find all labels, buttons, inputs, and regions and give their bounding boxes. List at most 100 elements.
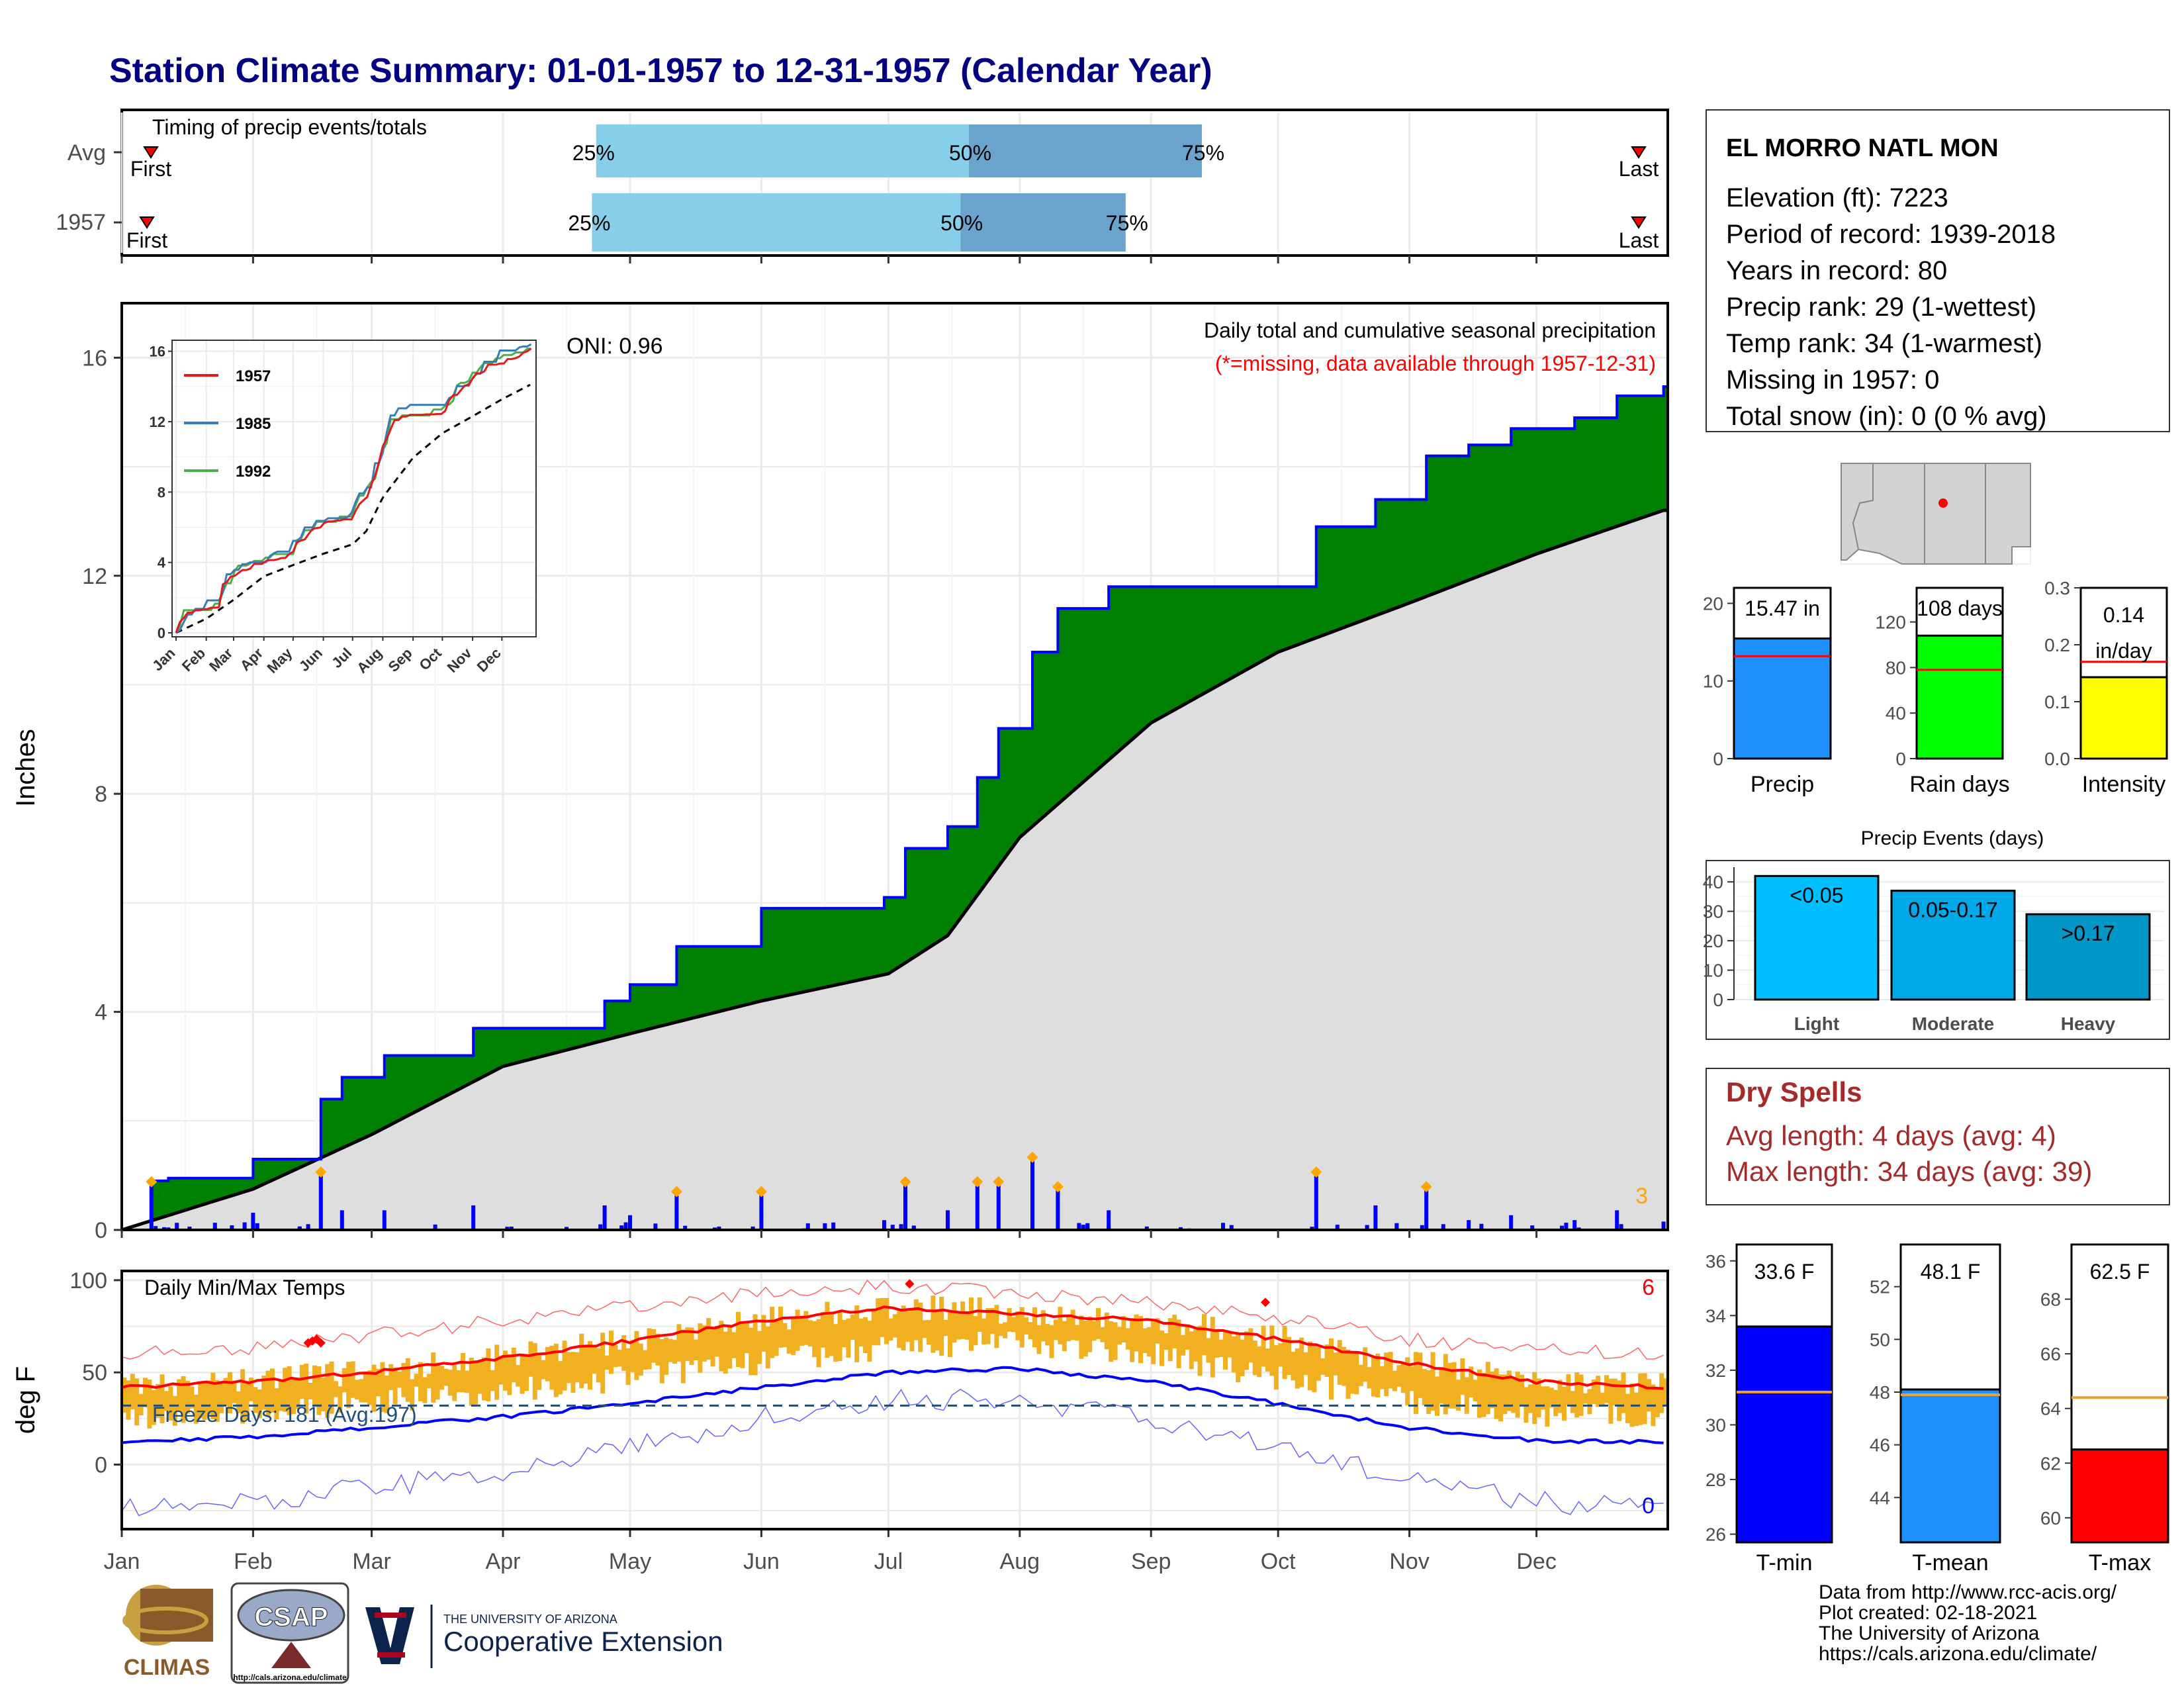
summary-bar-label: Precip <box>1751 772 1814 797</box>
inset-bg <box>172 340 536 637</box>
daily-temp-range-bar <box>431 1352 436 1403</box>
daily-temp-range-bar <box>490 1370 495 1391</box>
daily-temp-range-bar <box>1287 1336 1291 1375</box>
daily-temp-range-bar <box>1553 1389 1559 1417</box>
daily-precip-bar <box>242 1222 247 1230</box>
daily-temp-range-bar <box>206 1380 211 1415</box>
daily-temp-range-bar <box>570 1352 576 1393</box>
daily-precip-bar <box>1467 1220 1471 1230</box>
daily-temp-range-bar <box>367 1370 373 1405</box>
daily-temp-range-bar <box>477 1361 482 1394</box>
daily-temp-range-bar <box>985 1308 991 1344</box>
temp-bar-ytick-label: 48 <box>1870 1382 1890 1403</box>
csap-text: CSAP <box>254 1603 328 1632</box>
daily-temp-range-bar <box>1193 1329 1199 1362</box>
month-label: Aug <box>1000 1549 1040 1574</box>
daily-temp-range-bar <box>1278 1343 1283 1367</box>
daily-temp-range-bar <box>1583 1393 1588 1404</box>
csap-url: http://cals.arizona.edu/climate <box>233 1673 347 1682</box>
daily-temp-range-bar <box>1443 1354 1448 1415</box>
daily-precip-bar <box>1479 1223 1484 1230</box>
daily-temp-range-bar <box>736 1311 741 1368</box>
daily-temp-range-bar <box>1405 1357 1410 1406</box>
heavy-precip-marker-icon <box>1310 1166 1322 1178</box>
daily-temp-range-bar <box>265 1370 271 1417</box>
temp-bar-label: T-max <box>2089 1550 2151 1575</box>
daily-temp-range-bar <box>934 1310 940 1351</box>
month-label: Apr <box>486 1549 521 1574</box>
daily-temp-range-bar <box>1617 1380 1622 1421</box>
dry-spells: Dry Spells Avg length: 4 days (avg: 4) M… <box>1706 1068 2170 1205</box>
first-label-1957: First <box>126 228 167 252</box>
temp-ylabel: deg F <box>11 1366 40 1434</box>
daily-temp-range-bar <box>1109 1321 1114 1362</box>
daily-temp-range-bar <box>473 1361 478 1405</box>
daily-temp-range-bar <box>956 1312 961 1340</box>
last-marker-icon <box>1631 216 1647 229</box>
daily-temp-range-bar <box>1100 1327 1105 1342</box>
daily-temp-range-bar <box>1633 1392 1639 1427</box>
daily-precip-bar <box>831 1222 836 1230</box>
daily-temp-range-bar <box>528 1341 533 1377</box>
daily-temp-range-bar <box>854 1305 860 1362</box>
summary-bar-ytick-label: 10 <box>1703 671 1723 692</box>
daily-temp-range-bar <box>816 1319 821 1368</box>
daily-temp-range-bar <box>613 1344 618 1368</box>
daily-temp-range-bar <box>596 1348 601 1383</box>
daily-temp-range-bar <box>418 1362 423 1401</box>
daily-temp-range-bar <box>880 1297 885 1337</box>
daily-temp-range-bar <box>1299 1337 1304 1387</box>
daily-temp-range-bar <box>1273 1345 1279 1390</box>
heavy-precip-marker-icon <box>755 1186 767 1197</box>
map-new-mexico-shape <box>1924 463 1986 565</box>
precip-event-bar <box>1754 874 1880 1001</box>
daily-temp-range-bar <box>842 1320 846 1348</box>
ua-big-text: Cooperative Extension <box>443 1626 723 1657</box>
daily-temp-range-bar <box>1337 1340 1342 1385</box>
timing-row-avg-label: Avg <box>68 140 106 165</box>
daily-temp-range-bar <box>1083 1321 1088 1357</box>
heavy-precip-marker-icon <box>670 1186 682 1197</box>
daily-temp-range-bar <box>659 1338 664 1383</box>
precip-ytick-label: 16 <box>82 346 107 371</box>
daily-temp-range-bar <box>1202 1314 1206 1356</box>
daily-temp-range-bar <box>867 1321 872 1362</box>
daily-temp-range-bar <box>461 1353 465 1393</box>
daily-temp-range-bar <box>1435 1376 1439 1416</box>
daily-temp-range-bar <box>752 1314 758 1376</box>
daily-temp-range-bar <box>1045 1323 1050 1346</box>
daily-temp-range-bar <box>1520 1374 1524 1405</box>
daily-temp-range-bar <box>664 1337 669 1375</box>
daily-temp-range-bar <box>795 1309 800 1351</box>
daily-temp-range-bar <box>435 1362 440 1400</box>
daily-precip-bar <box>1509 1215 1514 1230</box>
dry-spells-max: Max length: 34 days (avg: 39) <box>1726 1156 2092 1187</box>
daily-temp-range-bar <box>287 1366 292 1415</box>
precip-corner-count: 3 <box>1635 1184 1648 1209</box>
heavy-precip-marker-icon <box>972 1176 983 1188</box>
daily-temp-range-bar <box>1231 1336 1236 1373</box>
station-info: EL MORRO NATL MON Elevation (ft): 7223 P… <box>1706 109 2170 432</box>
daily-temp-range-bar <box>261 1376 267 1410</box>
daily-temp-range-bar <box>274 1388 279 1420</box>
daily-temp-range-bar <box>858 1319 864 1347</box>
precip-event-bar-label: 0.05-0.17 <box>1908 898 1997 922</box>
daily-temp-range-bar <box>588 1340 592 1390</box>
summary-bar-label: Intensity <box>2082 772 2166 797</box>
daily-temp-range-bar <box>1481 1373 1486 1417</box>
daily-temp-range-bar <box>689 1327 694 1365</box>
daily-temp-range-bar <box>1134 1314 1139 1352</box>
daily-precip-bar <box>255 1223 259 1230</box>
daily-temp-range-bar <box>825 1301 830 1358</box>
daily-precip-bar <box>1530 1225 1535 1230</box>
daily-temp-range-bar <box>888 1318 893 1340</box>
timing-bar-25-50 <box>596 124 969 177</box>
daily-temp-range-bar <box>1058 1307 1063 1344</box>
temp-ytick-label: 100 <box>69 1268 107 1293</box>
cumulative-precip-line <box>122 385 1668 1231</box>
daily-temp-range-bar <box>973 1316 978 1346</box>
daily-temp-range-bar <box>901 1305 906 1351</box>
daily-precip-bar <box>187 1226 192 1230</box>
daily-temp-range-bar <box>812 1321 817 1358</box>
